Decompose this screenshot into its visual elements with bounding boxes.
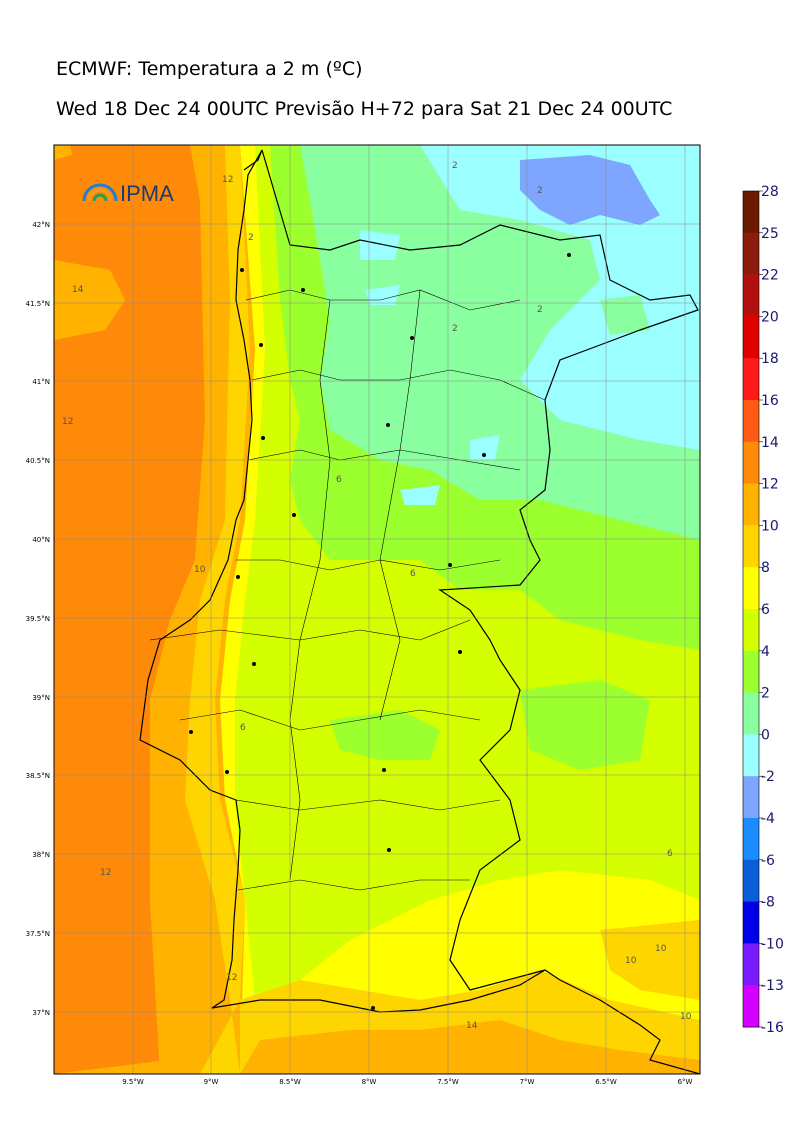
contour-label: 14 [466,1021,478,1031]
colorbar-label: -16 [761,1020,784,1036]
lat-label: 40°N [32,536,50,544]
colorbar-label: 25 [761,226,779,242]
lon-label: 9°W [204,1078,219,1086]
colorbar-swatch [743,901,759,944]
colorbar-swatch [743,232,759,276]
colorbar-label: 4 [761,644,770,660]
colorbar-swatch [743,734,759,777]
ipma-logo: IPMA [82,181,174,206]
city-markers [189,253,571,1010]
logo-text: IPMA [120,181,174,206]
colorbar-label: -2 [761,769,775,785]
colorbar-label: -10 [761,936,784,952]
colorbar-label: 16 [761,393,779,409]
contour-label: 6 [336,475,342,485]
lat-label: 38.5°N [26,772,50,780]
colorbar-swatch [743,567,759,610]
map-title: ECMWF: Temperatura a 2 m (ºC) [56,58,363,80]
district-borders [149,289,546,891]
colorbar-label: 22 [761,268,779,284]
colorbar-label: -6 [761,853,775,869]
colorbar-swatch [743,358,759,401]
colorbar-label: 28 [761,184,779,200]
contour-label: 2 [537,186,543,196]
map-subtitle: Wed 18 Dec 24 00UTC Previsão H+72 para S… [56,98,673,120]
contour-label: 12 [62,417,73,427]
colorbar-swatch [743,818,759,861]
contour-label: 10 [655,944,667,954]
contour-label: 12 [226,973,237,983]
contour-label: 2 [452,324,458,334]
lon-label: 6.5°W [595,1078,617,1086]
contour-label: 14 [72,285,84,295]
lat-label: 39°N [32,694,50,702]
colorbar-label: 6 [761,602,770,618]
colorbar-swatch [743,525,759,568]
colorbar-swatch [743,609,759,652]
contour-label: 6 [240,723,246,733]
lon-label: 8°W [362,1078,377,1086]
colorbar-label: 18 [761,351,779,367]
lat-label: 38°N [32,851,50,859]
lat-label: 39.5°N [26,615,50,623]
lat-label: 41.5°N [26,300,50,308]
contour-label: 2 [537,305,543,315]
contour-label: 10 [625,956,637,966]
lon-label: 9.5°W [122,1078,144,1086]
colorbar-swatch [743,316,759,359]
lat-label: 41°N [32,378,50,386]
contour-label: 2 [248,233,254,243]
colorbar-swatch [743,943,759,986]
lon-label: 6°W [678,1078,693,1086]
colorbar-label: 12 [761,477,779,493]
border-spain [261,149,699,991]
lat-label: 40.5°N [26,457,50,465]
colorbar-label: -8 [761,895,775,911]
colorbar-swatch [743,985,759,1028]
colorbar-label: 8 [761,560,770,576]
colorbar-swatch [743,650,759,694]
colorbar-swatch [743,692,759,735]
colorbar-label: -13 [761,978,784,994]
lon-label: 7.5°W [437,1078,459,1086]
contour-label: 12 [222,175,233,185]
colorbar-label: 0 [761,727,770,743]
colorbar-swatch [743,483,759,526]
temperature-field [54,145,700,1074]
colorbar-swatch [743,191,759,234]
contour-label: 12 [100,868,111,878]
colorbar-label: 2 [761,686,770,702]
map-frame [53,144,701,1075]
colorbar-label: 14 [761,435,779,451]
colorbar-swatch [743,400,759,443]
colorbar-swatch [743,859,759,903]
contour-label: 10 [194,565,206,575]
colorbar-swatch [743,274,759,317]
contour-label: 10 [680,1012,692,1022]
contour-label: 2 [452,161,458,171]
colorbar-label: -4 [761,811,775,827]
lon-label: 8.5°W [279,1078,301,1086]
lon-label: 7°W [520,1078,535,1086]
colorbar-label: 10 [761,518,779,534]
lat-label: 42°N [32,221,50,229]
lat-label: 37°N [32,1009,50,1017]
colorbar-swatch [743,441,759,485]
graticule [54,145,700,1074]
contour-label: 6 [410,569,416,579]
colorbar-label: 20 [761,309,779,325]
lat-label: 37.5°N [26,930,50,938]
colorbar-swatch [743,776,759,819]
